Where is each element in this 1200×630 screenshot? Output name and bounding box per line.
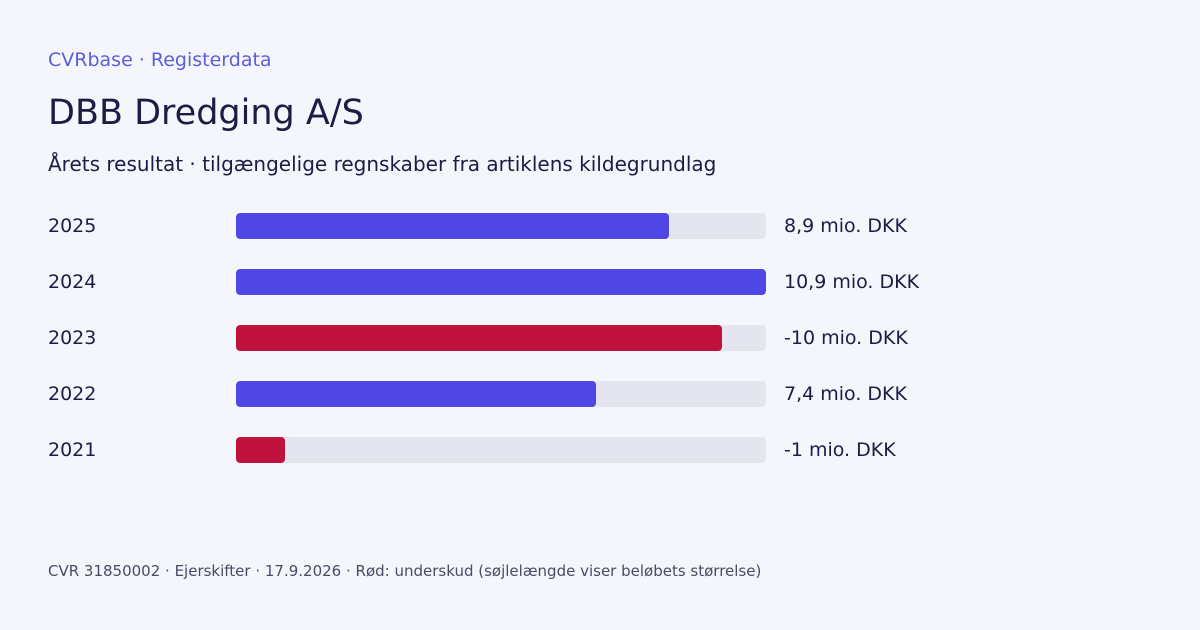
footer-note: CVR 31850002 · Ejerskifter · 17.9.2026 ·… [48, 562, 762, 580]
bar-row-2025: 2025 8,9 mio. DKK [0, 212, 1200, 240]
bar-track [236, 437, 766, 463]
bar-2023 [236, 325, 723, 351]
category-label: 2022 [48, 383, 97, 405]
bar-row-2024: 2024 10,9 mio. DKK [0, 268, 1200, 296]
bar-2025 [236, 213, 669, 239]
page-title: DBB Dredging A/S [48, 93, 364, 133]
chart-subtitle: Årets resultat · tilgængelige regnskaber… [48, 152, 717, 176]
category-label: 2023 [48, 327, 97, 349]
value-label: 8,9 mio. DKK [784, 215, 907, 237]
bar-track [236, 213, 766, 239]
brand-breadcrumb: CVRbase · Registerdata [48, 49, 272, 71]
bar-2021 [236, 437, 285, 463]
category-label: 2024 [48, 271, 97, 293]
bar-track [236, 269, 766, 295]
bar-2022 [236, 381, 596, 407]
value-label: -1 mio. DKK [784, 439, 896, 461]
value-label: 7,4 mio. DKK [784, 383, 907, 405]
bar-2024 [236, 269, 766, 295]
bar-row-2022: 2022 7,4 mio. DKK [0, 380, 1200, 408]
category-label: 2021 [48, 439, 97, 461]
bar-row-2021: 2021 -1 mio. DKK [0, 436, 1200, 464]
bar-track [236, 325, 766, 351]
category-label: 2025 [48, 215, 97, 237]
value-label: -10 mio. DKK [784, 327, 908, 349]
bar-row-2023: 2023 -10 mio. DKK [0, 324, 1200, 352]
bar-track [236, 381, 766, 407]
value-label: 10,9 mio. DKK [784, 271, 920, 293]
